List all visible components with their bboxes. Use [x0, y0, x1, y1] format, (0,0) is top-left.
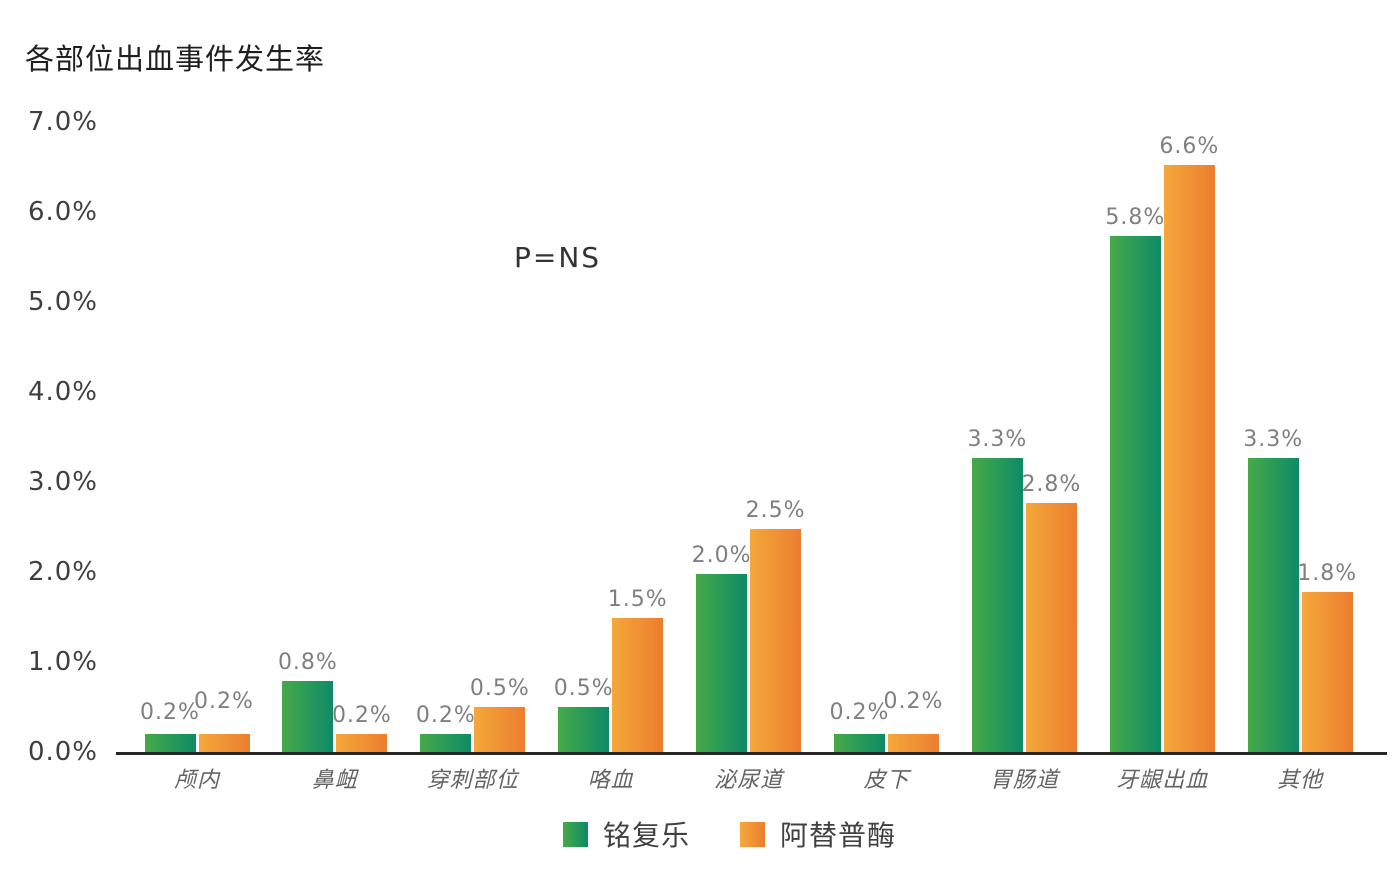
bar-铭复乐-牙龈出血 — [1109, 236, 1161, 752]
value-label: 1.8% — [1297, 561, 1358, 586]
category-label-咯血: 咯血 — [587, 768, 634, 793]
bar-铭复乐-穿刺部位 — [420, 734, 472, 752]
value-label: 5.8% — [1105, 205, 1166, 230]
bar-铭复乐-皮下 — [834, 734, 885, 752]
category-label-泌尿道: 泌尿道 — [714, 768, 784, 793]
x-axis-line — [116, 752, 1387, 755]
legend: 铭复乐 阿替普酶 — [563, 819, 896, 852]
y-tick-label: 0.0% — [27, 737, 98, 767]
value-label: 2.8% — [1021, 472, 1082, 497]
y-tick-label: 4.0% — [27, 377, 98, 407]
bar-阿替普酶-穿刺部位 — [474, 707, 526, 752]
value-label: 0.5% — [553, 676, 614, 701]
bar-阿替普酶-咯血 — [612, 618, 664, 752]
bar-阿替普酶-胃肠道 — [1025, 503, 1077, 752]
bar-阿替普酶-颅内 — [198, 734, 250, 752]
bar-铭复乐-胃肠道 — [971, 458, 1023, 752]
value-label: 3.3% — [1243, 427, 1304, 452]
legend-label-铭复乐: 铭复乐 — [603, 819, 691, 852]
bar-铭复乐-泌尿道 — [696, 574, 748, 752]
legend-swatch-铭复乐 — [563, 821, 588, 847]
value-label: 0.5% — [469, 676, 530, 701]
bar-铭复乐-其他 — [1247, 458, 1299, 752]
value-label: 0.2% — [194, 689, 254, 714]
bar-阿替普酶-牙龈出血 — [1163, 165, 1215, 752]
value-label: 0.2% — [883, 689, 944, 714]
category-label-颅内: 颅内 — [173, 768, 220, 793]
value-label: 0.2% — [415, 703, 476, 728]
y-tick-label: 6.0% — [27, 197, 98, 227]
category-label-其他: 其他 — [1277, 768, 1324, 793]
legend-label-阿替普酶: 阿替普酶 — [780, 819, 897, 852]
category-label-皮下: 皮下 — [863, 768, 910, 793]
category-label-穿刺部位: 穿刺部位 — [426, 768, 519, 793]
category-label-牙龈出血: 牙龈出血 — [1116, 768, 1209, 793]
legend-swatch-阿替普酶 — [740, 821, 766, 847]
value-label: 0.2% — [331, 703, 392, 728]
bar-阿替普酶-其他 — [1301, 592, 1353, 752]
chart-title: 各部位出血事件发生率 — [25, 42, 326, 76]
value-label: 2.5% — [745, 498, 806, 523]
y-tick-label: 2.0% — [27, 557, 98, 587]
y-tick-label: 5.0% — [27, 287, 98, 317]
bar-阿替普酶-泌尿道 — [750, 529, 802, 752]
bar-铭复乐-鼻衄 — [282, 681, 334, 752]
p-value-annotation: P=NS — [514, 241, 602, 274]
value-label: 6.6% — [1159, 134, 1220, 159]
bar-阿替普酶-皮下 — [888, 734, 939, 752]
category-label-鼻衄: 鼻衄 — [311, 768, 358, 793]
value-label: 3.3% — [967, 427, 1028, 452]
bar-铭复乐-颅内 — [144, 734, 196, 752]
category-label-胃肠道: 胃肠道 — [989, 768, 1059, 793]
value-label: 1.5% — [607, 587, 668, 612]
value-label: 2.0% — [691, 543, 752, 568]
value-label: 0.2% — [140, 700, 200, 725]
y-tick-label: 7.0% — [27, 107, 98, 137]
bar-阿替普酶-鼻衄 — [336, 734, 388, 752]
value-label: 0.8% — [277, 650, 338, 675]
y-tick-label: 3.0% — [27, 467, 98, 497]
value-label: 0.2% — [829, 700, 890, 725]
y-tick-label: 1.0% — [27, 647, 98, 677]
bar-铭复乐-咯血 — [558, 707, 610, 752]
